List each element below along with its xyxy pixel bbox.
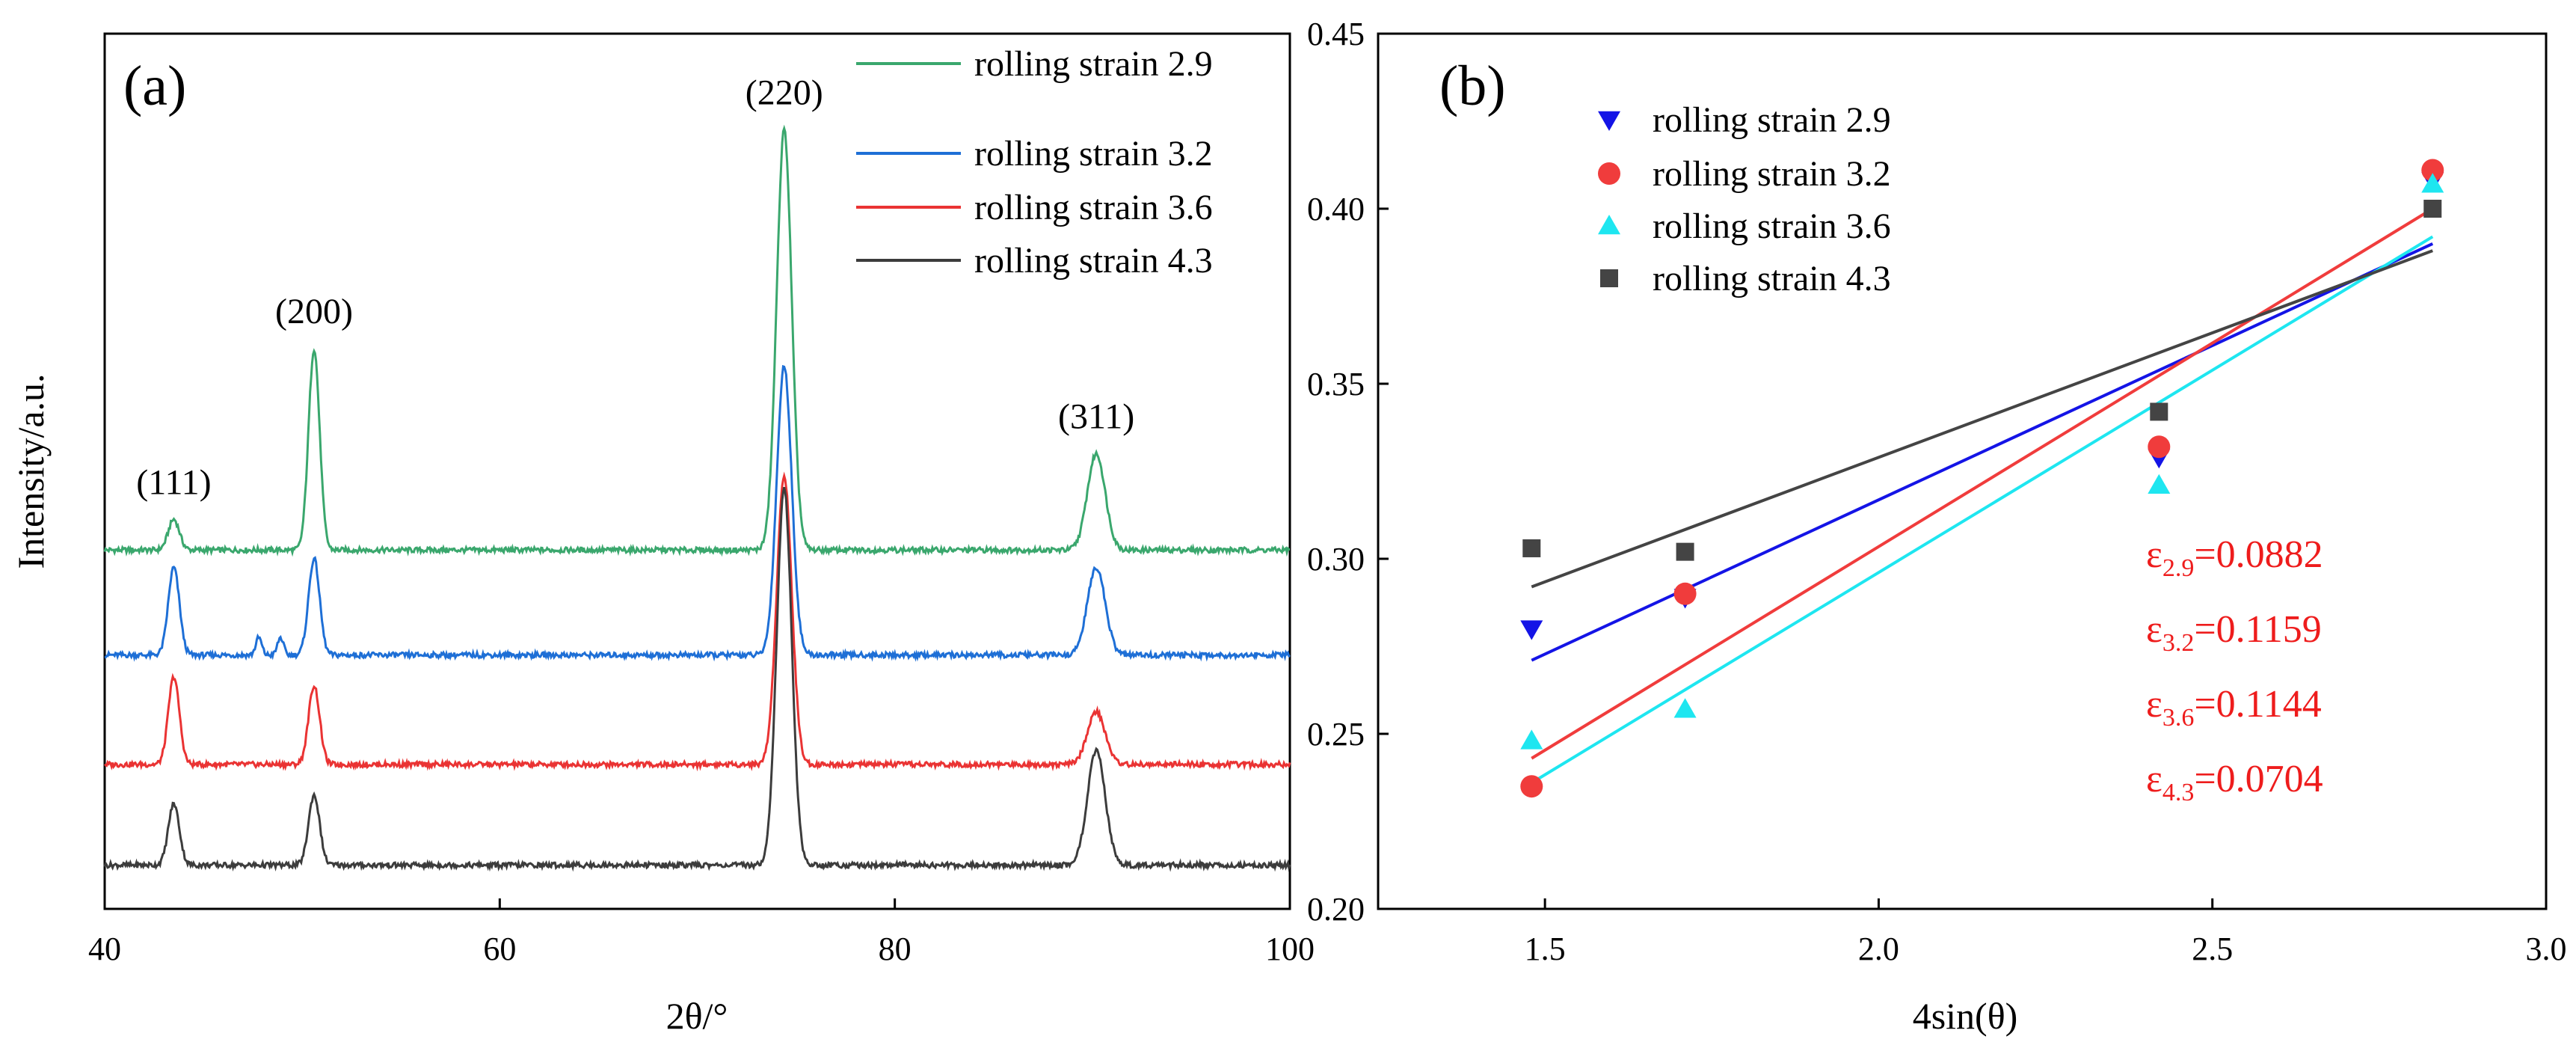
data-point-rolling-strain-3-2-2	[2148, 435, 2171, 459]
legend-b-marker-2-9	[1598, 111, 1620, 131]
data-point-rolling-strain-3-6-0	[1520, 729, 1543, 750]
legend-b-label-3-2: rolling strain 3.2	[1653, 154, 1891, 194]
legend-marker-rolling-strain-3-2	[1598, 162, 1620, 185]
fit-line-rolling-strain-3-6	[1531, 235, 2434, 785]
eps-subscript: 4.3	[2162, 779, 2195, 806]
legend-b-entry-4-3: rolling strain 4.3	[1600, 259, 1891, 298]
data-point-rolling-strain-3-6-2	[2148, 474, 2171, 494]
xrd-pattern-rolling-strain-4-3	[103, 486, 1291, 872]
data-point-rolling-strain-3-2-3	[2421, 159, 2444, 182]
x-tick-label-b-3-0: 3.0	[2526, 931, 2567, 967]
xrd-pattern-rolling-strain-2-9	[103, 124, 1290, 557]
eps-subscript: 3.2	[2162, 629, 2195, 657]
eps-value: =0.1159	[2194, 608, 2321, 651]
peak-label-200: (200)	[275, 292, 353, 331]
legend-a-entry-3-2: rolling strain 3.2	[856, 134, 1213, 174]
legend-b-label-3-6: rolling strain 3.6	[1653, 206, 1891, 246]
legend-a-label-3-6: rolling strain 3.6	[974, 188, 1213, 227]
legend-a-label-4-3: rolling strain 4.3	[974, 241, 1213, 281]
data-point-rolling-strain-4-3-1	[1676, 542, 1694, 561]
eps-symbol: ε	[2146, 608, 2162, 651]
strain-annotation-3-2: ε3.2=0.1159	[2146, 608, 2322, 657]
data-point-rolling-strain-4-3-2	[2150, 402, 2168, 421]
legend-b-marker-3-6	[1598, 215, 1620, 235]
legend-a-entry-2-9: rolling strain 2.9	[856, 44, 1213, 84]
x-tick-label-b-1-5: 1.5	[1525, 931, 1566, 967]
legend-b-entry-2-9: rolling strain 2.9	[1598, 100, 1891, 140]
data-point-rolling-strain-3-2-1	[1673, 582, 1697, 605]
fit-line-rolling-strain-4-3	[1531, 249, 2433, 589]
y-tick-label-b-0-45: 0.45	[1307, 16, 1365, 52]
eps-symbol: ε	[2146, 683, 2162, 726]
y-tick-label-b-0-25: 0.25	[1307, 716, 1365, 753]
legend-marker-rolling-strain-2-9	[1598, 111, 1620, 131]
strain-annotation-2-9: ε2.9=0.0882	[2146, 533, 2323, 582]
xrd-pattern-rolling-strain-3-2	[104, 364, 1291, 662]
panel-b-data-points	[1520, 159, 2444, 798]
panel-a: 40 60 80 100 (111)(200)(220)(311) (a) 2θ/° …	[10, 32, 1315, 1037]
panel-a-y-axis-title: Intensity/a.u.	[10, 373, 52, 569]
legend-b-label-2-9: rolling strain 2.9	[1653, 100, 1891, 140]
y-tick-label-b-0-30: 0.30	[1307, 541, 1365, 577]
x-tick-label-a-80: 80	[879, 931, 912, 967]
x-tick-label-a-40: 40	[88, 931, 121, 967]
fit-line-rolling-strain-3-2	[1531, 207, 2434, 760]
eps-symbol: ε	[2146, 533, 2162, 576]
eps-subscript: 2.9	[2162, 554, 2195, 582]
legend-marker-rolling-strain-3-6	[1598, 215, 1620, 235]
data-point-rolling-strain-2-9-0	[1520, 620, 1543, 640]
panel-a-x-ticks: 40 60 80 100	[88, 898, 1315, 967]
eps-value: =0.0704	[2194, 758, 2323, 800]
x-tick-label-a-60: 60	[483, 931, 516, 967]
peak-label-111: (111)	[136, 462, 211, 502]
eps-value: =0.1144	[2194, 683, 2321, 726]
data-point-rolling-strain-4-3-3	[2423, 200, 2442, 218]
panel-b-label: (b)	[1439, 55, 1506, 117]
eps-subscript: 3.6	[2162, 704, 2195, 732]
peak-label-311: (311)	[1058, 397, 1134, 437]
y-tick-label-b-0-35: 0.35	[1307, 366, 1365, 402]
panel-a-x-axis-title: 2θ/°	[666, 995, 728, 1037]
legend-a-entry-4-3: rolling strain 4.3	[856, 241, 1213, 281]
fit-line-rolling-strain-2-9	[1531, 242, 2434, 662]
data-point-rolling-strain-3-2-0	[1520, 775, 1543, 798]
legend-b-entry-3-2: rolling strain 3.2	[1598, 154, 1891, 194]
x-tick-label-b-2-0: 2.0	[1858, 931, 1899, 967]
legend-b-label-4-3: rolling strain 4.3	[1653, 259, 1891, 298]
y-tick-label-b-0-20: 0.20	[1307, 891, 1365, 928]
strain-annotations: ε2.9=0.0882 ε3.2=0.1159 ε3.6=0.1144 ε4.3…	[2146, 533, 2323, 806]
legend-marker-rolling-strain-4-3	[1600, 269, 1618, 287]
panel-b-axis-ticks: 1.5 2.0 2.5 3.0 0.20 0.25 0.30 0.35 0.40 0.45	[1307, 16, 2567, 967]
eps-value: =0.0882	[2194, 533, 2323, 576]
panel-a-series-group	[103, 124, 1291, 872]
panel-b-legend: rolling strain 2.9 rolling strain 3.2 ro…	[1598, 100, 1891, 298]
eps-symbol: ε	[2146, 758, 2162, 800]
strain-annotation-3-6: ε3.6=0.1144	[2146, 683, 2322, 732]
data-point-rolling-strain-3-6-1	[1673, 698, 1697, 718]
panel-a-label: (a)	[123, 55, 186, 117]
legend-b-entry-3-6: rolling strain 3.6	[1598, 206, 1891, 246]
panel-b: 1.5 2.0 2.5 3.0 0.20 0.25 0.30 0.35 0.40 0.45 (b)…	[1307, 16, 2567, 1037]
peak-label-220: (220)	[746, 73, 823, 113]
data-point-rolling-strain-4-3-0	[1522, 539, 1541, 557]
panel-b-x-axis-title: 4sin(θ)	[1913, 995, 2018, 1037]
legend-a-label-2-9: rolling strain 2.9	[974, 44, 1213, 84]
strain-annotation-4-3: ε4.3=0.0704	[2146, 758, 2323, 806]
legend-b-marker-4-3	[1600, 269, 1618, 287]
x-tick-label-a-100: 100	[1265, 931, 1315, 967]
legend-b-marker-3-2	[1598, 162, 1620, 185]
legend-a-entry-3-6: rolling strain 3.6	[856, 188, 1213, 227]
data-point-rolling-strain-3-6-3	[2421, 173, 2444, 193]
x-tick-label-b-2-5: 2.5	[2192, 931, 2233, 967]
xrd-pattern-rolling-strain-3-6	[104, 471, 1291, 772]
y-tick-label-b-0-40: 0.40	[1307, 191, 1365, 227]
legend-a-label-3-2: rolling strain 3.2	[974, 134, 1213, 174]
panel-a-legend: rolling strain 2.9 rolling strain 3.2 ro…	[856, 44, 1213, 281]
panel-b-plot-frame	[1377, 32, 2548, 910]
panel-a-plot-frame	[103, 32, 1291, 910]
panel-a-peak-labels: (111) (200) (220) (311)	[136, 73, 1134, 503]
